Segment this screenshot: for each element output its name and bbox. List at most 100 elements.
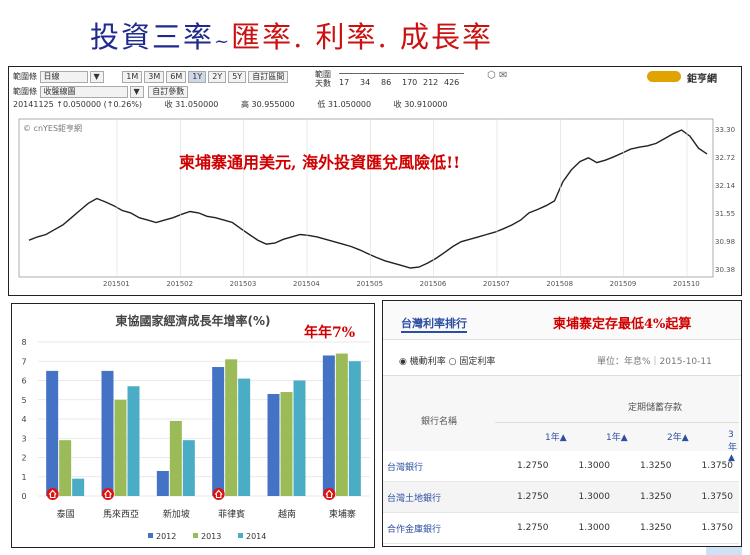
legend-swatch [193,533,198,538]
exchange-rate-panel: 範圍條 日線 ▼ 1M 3M 6M 1Y 2Y 5Y 自訂區間 範圍 天數 17 34 86 170… [8,66,742,296]
rate-panel-header [383,301,741,340]
exchange-annotation: 柬埔寨通用美元, 海外投資匯兌風險低!! [179,153,461,172]
bar [156,470,169,496]
radio-float-label[interactable]: 機動利率 [409,357,446,367]
info-change: 20141125 ↑0.050000 (↑0.26%) [13,100,143,109]
cnyes-logo: 鉅亨網 [647,70,727,85]
title-sub: 匯率. 利率. 成長率 [231,20,493,54]
days-label-1: 範圍 [315,70,331,79]
chart-type-dropdown-icon[interactable]: ▼ [129,86,144,98]
days-tick-5[interactable]: 426 [444,78,460,87]
rate-cell: 1.3250 [616,451,678,482]
fx-y-tick: 31.55 [715,210,735,218]
exchange-rate-line [28,129,708,269]
home-icon [212,488,225,500]
bank-name-link[interactable]: 台灣銀行 [383,451,493,482]
gdp-growth-panel: 0 1 2 3 4 5 6 7 8 泰國 馬來西亞 新加坡 菲律賓 越南 柬埔寨 2012 2013 2014… [11,303,375,548]
bar-x-label: 菲律賓 [218,508,245,520]
chart-type-select[interactable]: 收盤線圖 [39,86,128,98]
bar-x-label: 柬埔寨 [329,508,356,520]
growth-annotation: 年年7% [304,325,356,341]
bar [348,361,361,496]
toolbar-row-2: 範圍條 收盤線圖 ▼ 自訂參數 [13,86,190,98]
range-label: 範圍條 [13,72,37,81]
range-button-6[interactable]: 自訂區間 [248,71,289,83]
gdp-growth-chart: 0 1 2 3 4 5 6 7 8 泰國 馬來西亞 新加坡 菲律賓 越南 柬埔寨 2012 2013 2014 [21,338,370,541]
product-select[interactable]: 日線 [39,71,88,83]
bar [72,478,85,496]
fx-x-tick: 201502 [166,280,193,288]
home-icon [46,488,59,500]
period-header-0[interactable]: 1年▲ [545,433,567,443]
rate-cell: 1.3750 [677,451,739,482]
product-dropdown-icon[interactable]: ▼ [89,71,104,83]
radio-fixed-label[interactable]: 固定利率 [459,357,496,367]
fx-x-tick: 201507 [483,280,510,288]
fx-x-tick: 201508 [546,280,573,288]
col-deposit-group: 定期儲蓄存款 [628,403,683,413]
days-tick-4[interactable]: 212 [423,78,439,87]
radio-float-icon[interactable]: ◉ [399,357,407,367]
rate-table-header: 銀行名稱 定期儲蓄存款 1年▲ 1年▲ 2年▲ 3年▲ [383,376,739,463]
title-separator: ~ [214,31,232,52]
days-tick-0[interactable]: 17 [339,78,350,87]
bar-y-tick: 1 [21,473,26,482]
range-button-0[interactable]: 1M [122,71,143,83]
rate-cell: 1.3250 [616,481,678,513]
rate-cell: 1.3750 [677,512,739,544]
period-headers: 1年▲ 1年▲ 2年▲ 3年▲ [495,430,739,463]
bar-x-label: 越南 [278,508,296,520]
radio-fixed-icon[interactable]: ○ [448,357,457,367]
bar [101,370,114,496]
bar-x-label: 泰國 [57,508,75,520]
chart-watermark: © cnYES鉅亨網 [23,124,83,133]
period-header-1[interactable]: 1年▲ [606,433,628,443]
rate-cell: 1.2750 [493,512,555,544]
bar [267,393,280,496]
row2-label: 範圍條 [13,87,37,96]
range-button-4[interactable]: 2Y [208,71,227,83]
range-button-5[interactable]: 5Y [228,71,247,83]
range-button-3[interactable]: 1Y [188,71,207,83]
bank-name-link[interactable]: 台灣土地銀行 [383,481,493,513]
fx-x-tick: 201509 [610,280,637,288]
bar-y-tick: 6 [21,377,26,386]
bar-y-tick: 0 [21,492,26,501]
days-slider-track[interactable] [339,73,464,74]
range-button-2[interactable]: 6M [166,71,187,83]
fx-x-tick: 201506 [420,280,447,288]
days-tick-1[interactable]: 34 [360,78,371,87]
bar [46,370,59,496]
fx-y-tick: 30.38 [715,266,735,274]
bar [212,367,225,496]
days-label-2: 天數 [315,79,331,88]
rate-unit: 單位：年息%｜2015-10-11 [597,357,712,367]
mail-icon[interactable]: ✉ [499,70,508,81]
legend-label: 2014 [246,532,266,541]
rate-cell: 1.3000 [554,451,616,482]
range-button-1[interactable]: 3M [144,71,165,83]
fx-y-tick: 30.98 [715,238,735,246]
bar-y-tick: 5 [21,396,26,405]
bar-x-label: 馬來西亞 [103,509,139,520]
legend-swatch [238,533,243,538]
table-row: 台灣銀行 1.2750 1.3000 1.3250 1.3750 [383,451,739,482]
info-close: 收 30.910000 [393,100,448,109]
settings-button[interactable]: 自訂參數 [148,86,189,98]
tab-interest-rank[interactable]: 台灣利率排行 [401,315,467,333]
rate-table-body: 台灣銀行 1.2750 1.3000 1.3250 1.3750 台灣土地銀行 1.2750… [383,451,739,544]
bar [59,440,72,496]
fx-x-tick: 201510 [673,280,700,288]
period-header-2[interactable]: 2年▲ [667,433,689,443]
days-tick-2[interactable]: 86 [381,78,392,87]
bank-name-link[interactable]: 合作金庫銀行 [383,512,493,544]
info-high: 高 30.955000 [240,100,295,109]
info-row: 20141125 ↑0.050000 (↑0.26%) 收 31.050000 … [13,99,447,110]
deposit-annotation: 柬埔寨定存最低4%起算 [553,317,692,332]
share-icon[interactable]: ⬡ [487,70,496,81]
chart-title: 東協國家經濟成長年增率(%) [115,314,271,328]
title-main: 投資三率 [90,20,215,54]
range-buttons: 1M 3M 6M 1Y 2Y 5Y 自訂區間 [108,71,290,83]
days-tick-3[interactable]: 170 [402,78,418,87]
home-icon [102,488,114,500]
